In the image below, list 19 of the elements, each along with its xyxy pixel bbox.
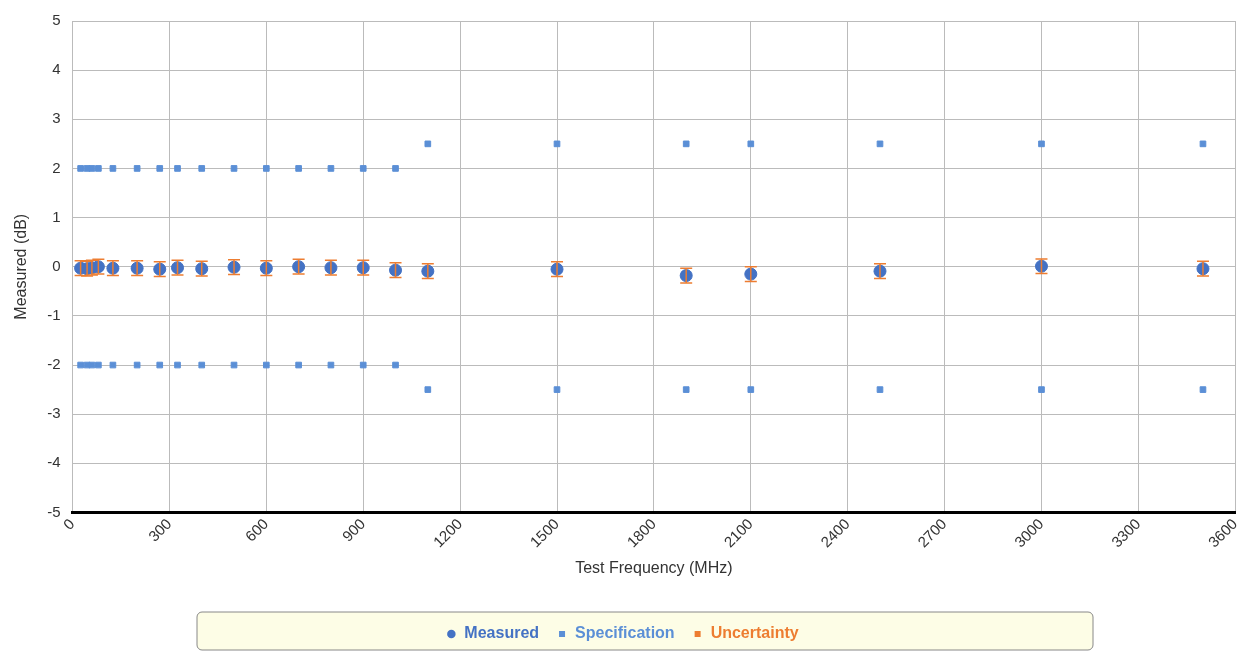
legend-label: Uncertainty: [710, 624, 799, 642]
y-tick-label: 5: [52, 11, 61, 29]
y-tick-label: 2: [52, 158, 61, 176]
y-axis-title: Measured (dB): [12, 213, 30, 320]
y-tick-label: 0: [52, 256, 61, 274]
y-tick-label: 3: [52, 109, 61, 127]
y-tick-label: -3: [47, 404, 61, 422]
x-axis-title: Test Frequency (MHz): [575, 558, 733, 576]
x-tick-label: 900: [338, 514, 369, 545]
y-tick-label: -2: [47, 355, 61, 373]
y-tick-label: 1: [52, 207, 61, 225]
x-tick-label: 600: [241, 514, 272, 545]
y-tick-label: -1: [47, 306, 61, 324]
y-tick-label: -5: [47, 502, 61, 520]
legend-label: Specification: [575, 624, 675, 642]
y-tick-label: 4: [52, 60, 61, 78]
legend-label: Measured: [464, 624, 540, 642]
y-tick-label: -4: [47, 453, 61, 471]
x-tick-label: 300: [144, 514, 175, 545]
